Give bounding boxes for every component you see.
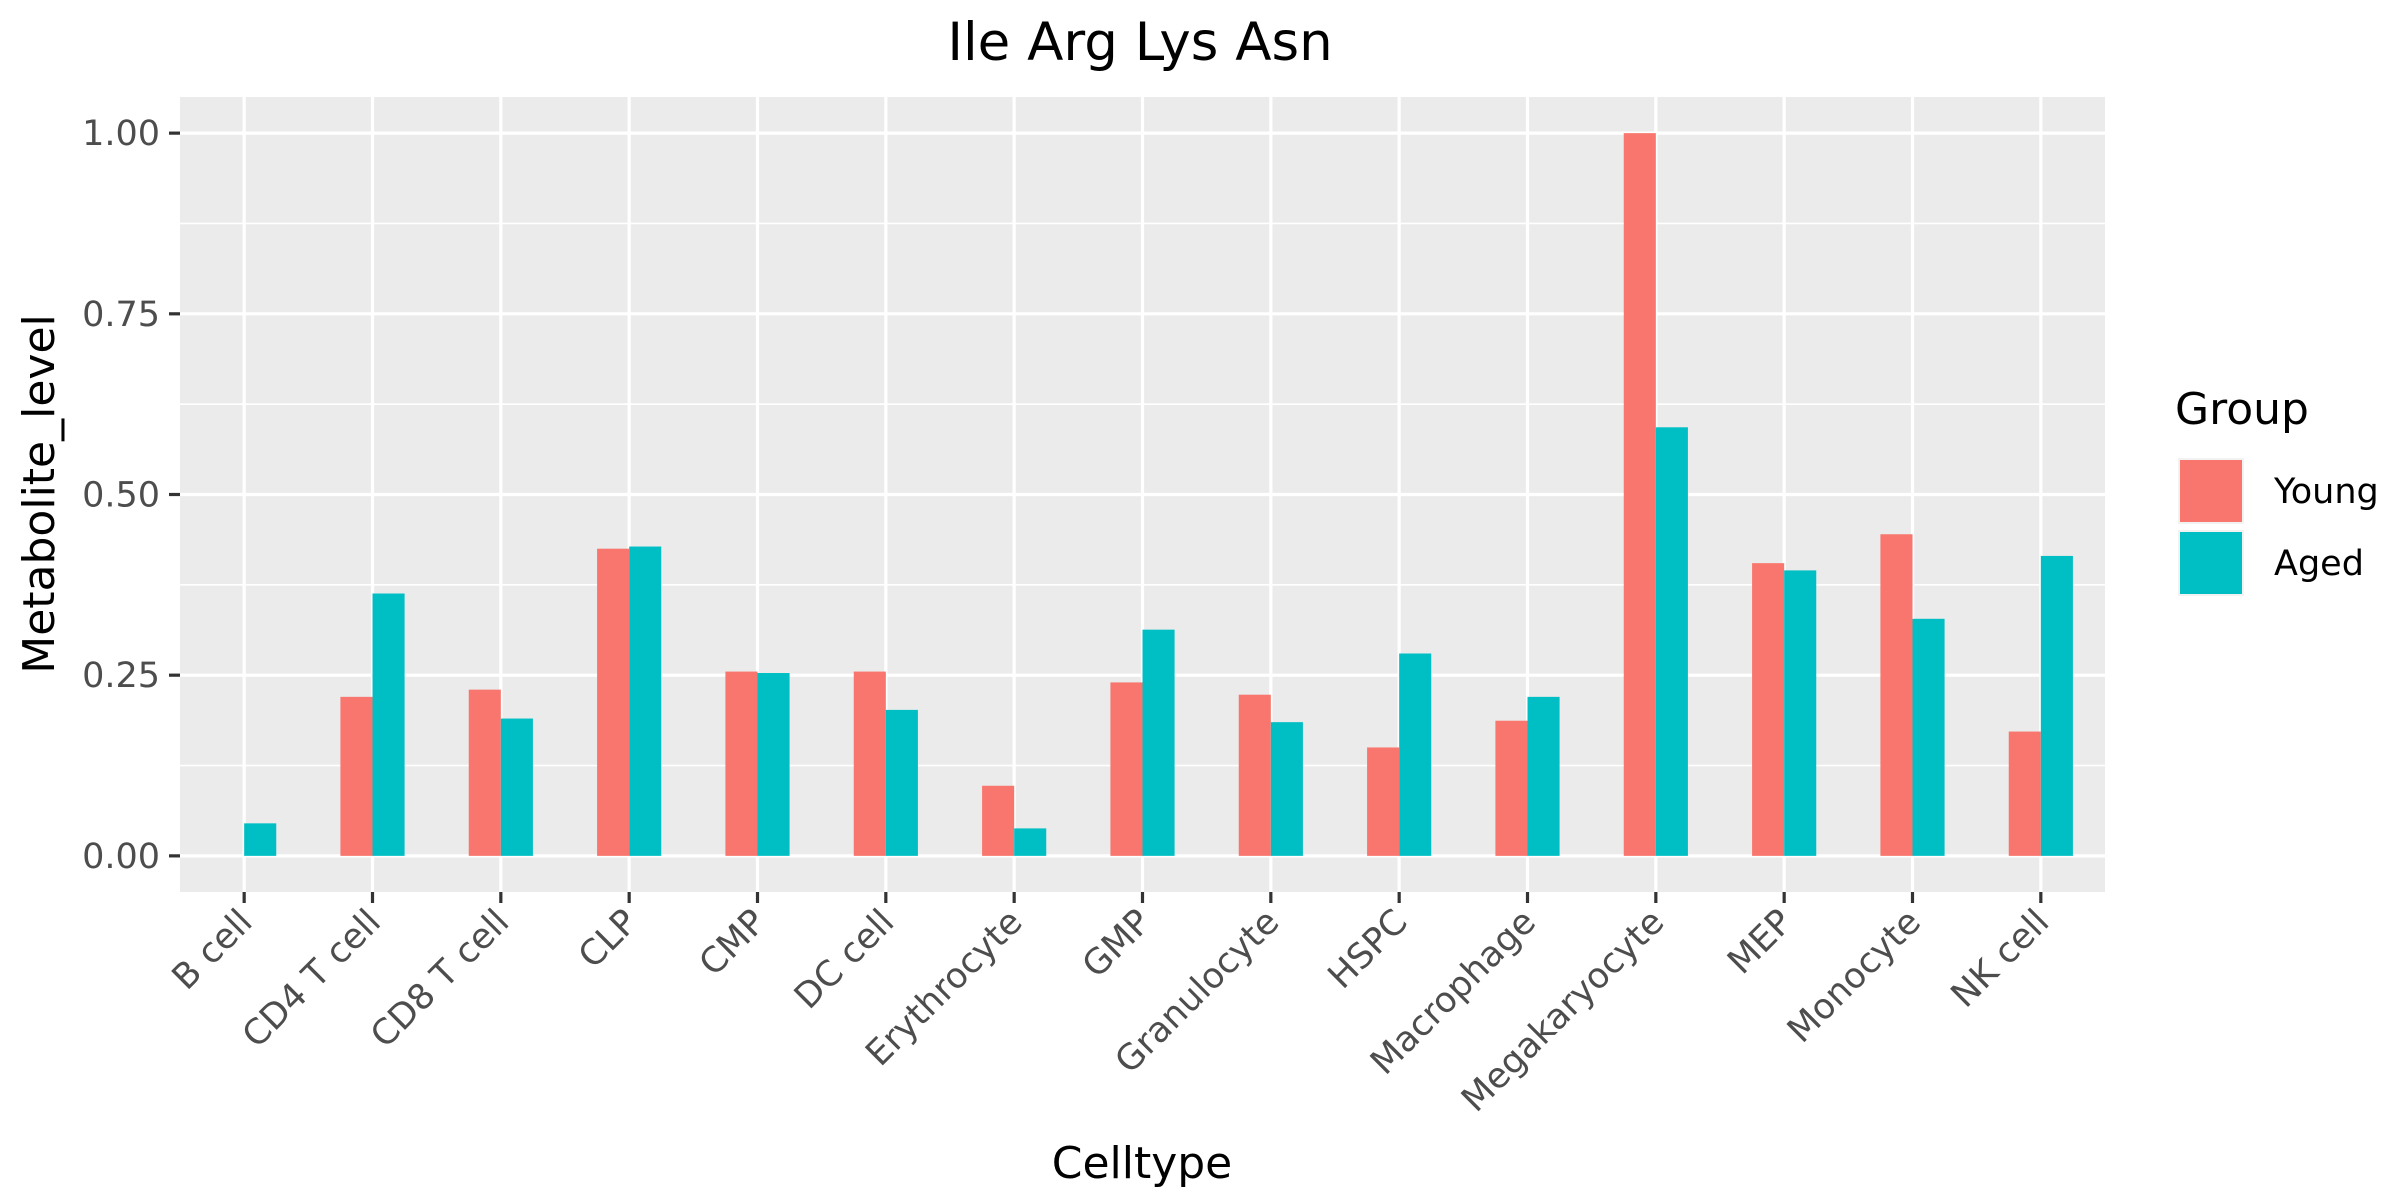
x-axis-title: Celltype [1052,1138,1233,1189]
legend: Group Young Aged [2175,384,2379,596]
bar-aged-granulocyte [1270,722,1303,856]
legend-label-young: Young [2273,472,2379,512]
x-tick-label: Monocyte [1780,902,1929,1051]
y-axis: 0.00 0.25 0.50 0.75 1.00 [82,114,180,877]
y-tick-label: 0.25 [82,656,160,696]
x-tick-label: DC cell [787,902,902,1017]
bar-young-hspc [1367,747,1400,856]
bar-aged-erythrocyte [1014,828,1047,856]
x-tick-label: GMP [1075,902,1159,986]
bar-young-cd4-t-cell [340,696,373,856]
bar-young-gmp [1110,682,1143,856]
bar-aged-clp [629,546,662,856]
x-tick-label: CLP [571,902,645,976]
y-axis-title: Metabolite_level [14,314,65,674]
bar-aged-cd8-t-cell [500,718,533,856]
y-tick-label: 0.00 [82,837,160,877]
bar-young-clp [597,548,630,856]
bar-aged-cmp [757,673,790,856]
x-tick-label: B cell [165,902,261,998]
bar-young-nk-cell [2008,731,2041,856]
bar-young-mep [1752,563,1785,856]
x-tick-label: CD4 T cell [235,902,389,1056]
legend-key-aged [2180,532,2242,594]
y-tick-label: 1.00 [82,114,160,154]
y-tick-label: 0.50 [82,476,160,516]
bar-aged-mep [1784,570,1817,856]
bar-young-cmp [725,671,758,856]
bar-young-macrophage [1495,720,1528,856]
bar-young-megakaryocyte [1623,133,1656,856]
bar-young-dc-cell [853,671,886,856]
bar-aged-gmp [1142,629,1175,856]
bar-aged-dc-cell [885,709,918,856]
bar-aged-cd4-t-cell [372,593,405,856]
bar-aged-macrophage [1527,696,1560,856]
bars [244,133,2073,856]
legend-title: Group [2175,384,2309,435]
bar-young-monocyte [1880,534,1913,856]
chart-title: Ile Arg Lys Asn [947,12,1332,73]
bar-aged-hspc [1399,653,1432,856]
x-tick-label: CD8 T cell [363,902,517,1056]
x-tick-label: CMP [692,902,774,984]
y-tick-label: 0.75 [82,295,160,335]
x-tick-label: HSPC [1321,902,1416,997]
bar-young-cd8-t-cell [468,689,501,856]
x-tick-label: NK cell [1944,902,2057,1015]
bar-aged-b-cell [244,823,277,856]
bar-aged-nk-cell [2040,555,2073,856]
bar-young-erythrocyte [982,785,1015,856]
bar-aged-monocyte [1912,618,1945,856]
legend-label-aged: Aged [2274,544,2364,584]
x-tick-label: MEP [1720,902,1800,982]
legend-key-young [2180,460,2242,522]
bar-young-granulocyte [1238,694,1271,856]
bar-aged-megakaryocyte [1655,427,1688,856]
